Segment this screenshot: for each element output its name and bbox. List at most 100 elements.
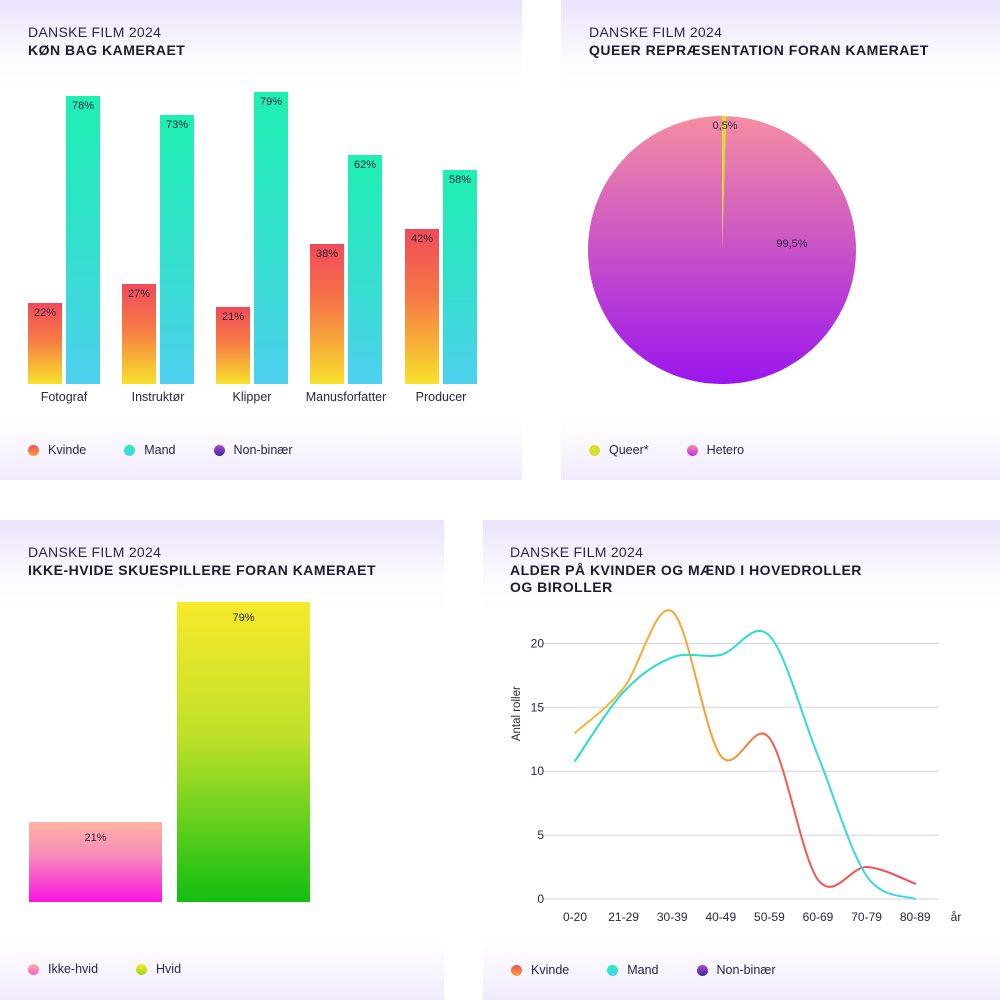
x-tick-label: 70-79 — [851, 910, 882, 924]
panel-kicker: DANSKE FILM 2024 — [589, 24, 723, 40]
y-axis-label: Antal roller — [511, 686, 523, 741]
mand-dot-icon — [124, 444, 136, 456]
queer-pie-chart: 0,5% 99,5% — [587, 116, 856, 384]
category-label: Producer — [415, 390, 467, 404]
legend-label: Non-binær — [716, 963, 776, 977]
bar-hvid — [177, 601, 310, 902]
x-axis-label: år — [951, 910, 962, 924]
nonbinaer-dot-icon — [696, 964, 708, 976]
hetero-dot-icon — [686, 444, 698, 456]
gender-legend: Kvinde Mand Non-binær — [28, 443, 331, 457]
data-label: 79% — [259, 96, 283, 109]
x-tick-label: 40-49 — [705, 910, 736, 924]
pie-label-queer: 0,5% — [712, 120, 737, 132]
non-white-actors-panel: DANSKE FILM 2024 IKKE-HVIDE SKUESPILLERE… — [0, 520, 444, 1000]
mand-dot-icon — [607, 964, 619, 976]
non-white-bar-chart: 21% 79% — [0, 520, 444, 1000]
legend-item-queer: Queer* — [589, 443, 649, 457]
legend-item-kvinde: Kvinde — [28, 443, 86, 457]
panel-kicker: DANSKE FILM 2024 — [510, 544, 644, 560]
hvid-dot-icon — [136, 963, 148, 975]
y-tick-label: 0 — [537, 892, 544, 906]
nonbinaer-dot-icon — [213, 444, 225, 456]
bar-mand — [160, 114, 194, 384]
legend-label: Hetero — [706, 443, 745, 457]
data-label: 27% — [127, 288, 151, 301]
legend-label: Hvid — [156, 962, 182, 976]
bar-ikke-hvid — [29, 822, 162, 902]
bar-mand — [66, 96, 100, 384]
panel-title: QUEER REPRÆSENTATION FORAN KAMERAET — [589, 42, 929, 58]
category-label: Klipper — [232, 390, 272, 404]
legend-label: Ikke-hvid — [48, 962, 99, 976]
data-label: 22% — [33, 306, 57, 319]
legend-item-hvid: Hvid — [136, 962, 181, 976]
legend-item-nonbinaer: Non-binær — [213, 443, 293, 457]
y-tick-label: 5 — [537, 828, 544, 842]
legend-label: Kvinde — [531, 963, 570, 977]
kvinde-dot-icon — [511, 964, 522, 976]
legend-label: Kvinde — [48, 443, 87, 457]
bar-kvinde — [405, 229, 439, 384]
gender-bar-chart: 22% 78% Fotograf 27% 73% Instruktør 21% 79% Klip… — [0, 0, 522, 480]
panel-title-line-2: OG BIROLLER — [510, 579, 613, 595]
queer-legend: Queer* Hetero — [589, 443, 782, 457]
x-tick-label: 0-20 — [563, 910, 587, 924]
legend-item-kvinde: Kvinde — [511, 963, 569, 977]
bar-mand — [443, 169, 477, 384]
data-label: 73% — [165, 118, 189, 131]
data-label: 21% — [221, 310, 245, 323]
series-line-kvinde — [574, 609, 917, 888]
x-tick-label: 50-59 — [754, 910, 785, 924]
non-white-legend: Ikke-hvid Hvid — [28, 962, 219, 976]
age-line-chart-panel: DANSKE FILM 2024 ALDER PÅ KVINDER OG MÆN… — [483, 520, 1000, 1000]
data-label: 21% — [84, 832, 107, 845]
x-tick-label: 80-89 — [900, 910, 931, 924]
legend-label: Non-binær — [233, 443, 293, 457]
legend-item-hetero: Hetero — [686, 443, 745, 457]
pie-label-hetero: 99,5% — [776, 238, 807, 250]
category-label: Fotograf — [40, 390, 88, 404]
data-label: 58% — [448, 173, 472, 186]
category-label: Manusforfatter — [305, 390, 387, 404]
panel-title-line-1: ALDER PÅ KVINDER OG MÆND I HOVEDROLLER — [510, 562, 862, 578]
legend-item-mand: Mand — [607, 963, 659, 977]
y-tick-label: 10 — [531, 764, 545, 778]
legend-item-nonbinaer: Non-binær — [696, 963, 776, 977]
bar-kvinde — [216, 306, 250, 384]
bar-kvinde — [28, 302, 62, 384]
legend-label: Mand — [144, 443, 176, 457]
category-label: Instruktør — [131, 390, 185, 404]
bar-kvinde — [310, 243, 344, 384]
data-label: 62% — [353, 159, 377, 172]
age-line-chart: 0 5 10 15 20 Antal roller 0-20 21-29 30-39 40-49 5… — [511, 609, 962, 924]
data-label: 79% — [232, 611, 255, 624]
data-label: 42% — [410, 233, 434, 246]
queer-representation-panel: DANSKE FILM 2024 QUEER REPRÆSENTATION FO… — [561, 0, 1000, 480]
panel-kicker: DANSKE FILM 2024 — [28, 24, 162, 40]
data-label: 38% — [315, 247, 339, 260]
x-tick-label: 21-29 — [608, 910, 639, 924]
panel-title: IKKE-HVIDE SKUESPILLERE FORAN KAMERAET — [28, 562, 377, 578]
data-label: 78% — [71, 100, 95, 113]
series-line-mand — [574, 629, 917, 900]
legend-item-mand: Mand — [124, 443, 176, 457]
panel-title: KØN BAG KAMERAET — [28, 42, 186, 58]
queer-dot-icon — [589, 444, 600, 456]
age-legend: Kvinde Mand Non-binær — [511, 963, 814, 977]
x-tick-label: 30-39 — [657, 910, 688, 924]
pie-slice-hetero — [587, 116, 856, 384]
bar-mand — [348, 155, 382, 384]
gender-behind-camera-panel: DANSKE FILM 2024 KØN BAG KAMERAET 22% 78%… — [0, 0, 522, 480]
ikke-hvid-dot-icon — [28, 963, 39, 975]
pie-slice-queer — [722, 116, 727, 250]
bar-mand — [254, 92, 288, 384]
bar-kvinde — [122, 284, 156, 384]
legend-label: Mand — [627, 963, 659, 977]
y-tick-label: 20 — [531, 636, 545, 650]
legend-item-ikke-hvid: Ikke-hvid — [28, 962, 98, 976]
legend-label: Queer* — [609, 443, 649, 457]
y-tick-label: 15 — [531, 700, 545, 714]
kvinde-dot-icon — [28, 444, 39, 456]
x-tick-label: 60-69 — [803, 910, 834, 924]
